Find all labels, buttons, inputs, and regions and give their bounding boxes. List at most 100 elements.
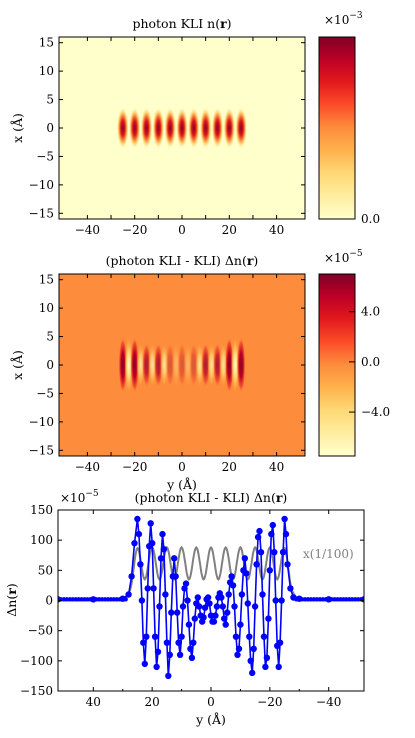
panel-2-positive-blob (213, 343, 222, 387)
panel-3-data-point (128, 573, 135, 580)
panel-3-data-point (191, 615, 198, 622)
panel-3-data-point (276, 639, 284, 646)
panel-3-multiplier: ×10−5 (60, 489, 99, 505)
panel-3-data-point (147, 520, 154, 527)
panel-3-data-point (282, 530, 290, 538)
panel-2-ytick-label: 10 (39, 301, 54, 315)
panel-3-data-point (247, 657, 254, 664)
panel-3-annotation: x(1/100) (303, 547, 354, 561)
panel-3-data-point (287, 585, 294, 592)
panel-3-data-point (260, 633, 268, 640)
panel-1-ytick-label: 0 (46, 121, 54, 135)
panel-3-data-point (212, 612, 219, 619)
panel-2-negative-blob (124, 337, 133, 393)
panel-1-density-blobs (116, 107, 248, 149)
panel-3-title: (photon KLI - KLI) Δn(r) (135, 490, 288, 505)
panel-1-colorbar-multiplier: ×10−3 (324, 11, 363, 27)
panel-3-data-point (224, 609, 231, 616)
panel-3-data-point (221, 615, 228, 622)
panel-2-colorbar-tick-label: 4.0 (361, 305, 380, 319)
panel-2-colorbar-tick-label: −4.0 (361, 405, 390, 419)
panel-3-data-point (140, 639, 147, 646)
panel-3-data-point (254, 533, 262, 541)
panel-3-data-point (256, 527, 263, 535)
panel-1-density-blob (211, 107, 224, 149)
panel-2-positive-blob (118, 337, 128, 393)
panel-3-data-point (249, 669, 256, 677)
panel-1-colorbar: ×10−3 8.06.04.02.00.0 (318, 11, 380, 226)
panel-3-data-point (151, 633, 159, 640)
panel-3-data-point (279, 549, 287, 556)
panel-2-negative-blob (195, 343, 204, 387)
panel-3-ytick-label: −150 (20, 684, 53, 698)
panel-3-data-point (143, 633, 150, 640)
panel-2-xtick-label: 0 (178, 460, 186, 474)
panel-3-data-point (265, 615, 272, 622)
panel-3-data-point (275, 663, 282, 671)
panel-3-data-point (144, 585, 151, 592)
panel-3-data-point (138, 597, 146, 604)
panel-3-data-point (269, 521, 276, 529)
panel-3-data-point (166, 651, 173, 658)
panel-3-data-point (225, 591, 232, 598)
panel-3-data-point (268, 530, 275, 538)
panel-3-data-point (219, 603, 226, 610)
panel-1-density-blob (116, 107, 129, 149)
panel-3-xtick-label: −40 (316, 695, 341, 709)
panel-2-positive-blob (236, 337, 246, 393)
panel-3-data-point (194, 594, 201, 601)
panel-3-data-point (159, 530, 166, 538)
panel-2-colorbar-multiplier: ×10−5 (324, 249, 363, 265)
panel-2-negative-blob (207, 343, 216, 387)
panel-3-data-point (137, 561, 144, 568)
panel-3-data-point (149, 540, 156, 547)
panel-1-density-blob (199, 107, 212, 149)
panel-3-data-point (196, 603, 203, 610)
panel-3-xtick-label: 20 (145, 695, 160, 709)
panel-1-density-blob (223, 107, 236, 149)
panel-1-title: photon KLI n(r) (132, 16, 231, 31)
panel-3-data-point (163, 639, 171, 646)
panel-3-data-point (165, 672, 172, 680)
panel-3-data-point (134, 515, 141, 523)
panel-3-data-point (168, 609, 175, 616)
panel-2-ylabel: x (Å) (10, 350, 25, 380)
panel-3-axis-ticks: 40 20 0 −20 −40 150 100 50 0 −50 −100 −150 (20, 503, 364, 709)
panel-3-data-point (179, 603, 187, 610)
panel-3-data-point (172, 573, 179, 580)
panel-2-negative-blob (171, 343, 181, 387)
panel-2-xtick-label: −40 (75, 460, 100, 474)
panel-1-xtick-label: 40 (269, 223, 284, 237)
panel-1-density-blob (235, 107, 248, 149)
panel-3-xtick-label: 40 (86, 695, 101, 709)
panel-3-data-point (241, 555, 248, 562)
panel-1-axis-ticks: −40 −20 0 20 40 15 10 5 0 −5 −10 −15 (29, 36, 305, 237)
panel-1-ytick-label: −10 (29, 178, 54, 192)
panel-3-xtick-label: −20 (257, 695, 282, 709)
panel-1-density-blob (128, 107, 141, 149)
panel-2-ytick-label: −10 (29, 415, 54, 429)
panel-1: photon KLI n(r) −40 −20 0 20 40 15 10 5 0 −5 −10 −1… (10, 11, 380, 237)
panel-3-data-point (188, 654, 196, 661)
panel-3-data-point (257, 549, 265, 556)
panel-3-data-point (278, 597, 285, 604)
panel-3-data-point (187, 645, 194, 652)
panel-2-positive-blob (177, 343, 187, 387)
panel-2-colorbar: ×10−5 4.0 0.0 −4.0 (318, 249, 390, 457)
panel-2-ytick-label: 0 (46, 358, 54, 372)
panel-2-colorbar-tick-label: 0.0 (361, 355, 380, 369)
panel-3-data-point (250, 645, 257, 652)
panel-3-data-point (153, 663, 160, 671)
panel-3-data-point (263, 654, 271, 661)
panel-3-data-point (150, 585, 157, 592)
panel-3-data-point (259, 591, 266, 598)
panel-3-ytick-label: 100 (30, 533, 53, 547)
panel-1-ytick-label: −15 (29, 206, 54, 220)
panel-3-data-point (244, 600, 251, 607)
panel-3-data-point (231, 603, 238, 610)
panel-3-data-point (235, 645, 243, 652)
panel-3-data-point (190, 639, 197, 646)
panel-3-data-point (157, 555, 165, 562)
panel-3-data-point (123, 597, 128, 602)
